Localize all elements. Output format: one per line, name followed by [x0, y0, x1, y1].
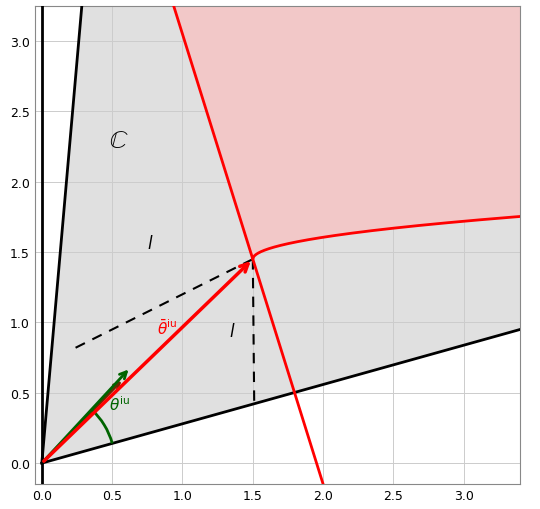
- Polygon shape: [174, 7, 520, 260]
- Text: $\bar{\theta}^{\rm iu}$: $\bar{\theta}^{\rm iu}$: [157, 318, 177, 337]
- Text: $\mathbb{C}$: $\mathbb{C}$: [109, 129, 129, 152]
- Text: $l$: $l$: [229, 323, 235, 341]
- Polygon shape: [42, 0, 540, 463]
- Text: $\theta^{\rm iu}$: $\theta^{\rm iu}$: [109, 394, 131, 413]
- Text: $l$: $l$: [147, 235, 154, 252]
